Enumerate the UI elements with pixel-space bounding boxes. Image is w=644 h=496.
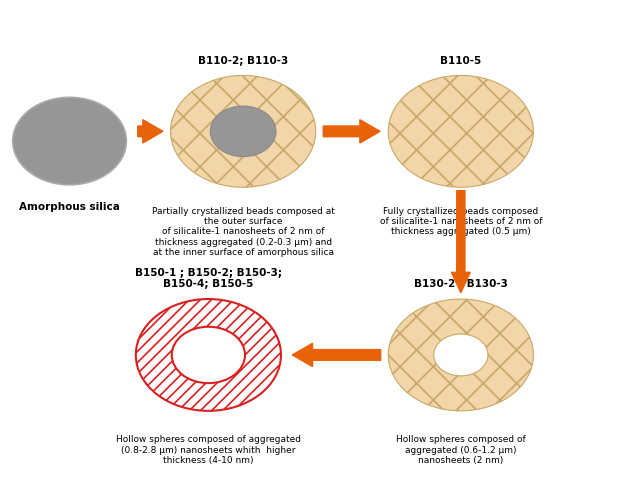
Circle shape — [388, 75, 533, 187]
Text: Amorphous silica: Amorphous silica — [19, 202, 120, 212]
Circle shape — [433, 334, 488, 376]
Text: Partially crystallized beads composed at
the outer surface
of silicalite-1 nanos: Partially crystallized beads composed at… — [152, 207, 334, 257]
Circle shape — [172, 327, 245, 383]
Text: Hollow spheres composed of
aggregated (0.6-1.2 μm)
nanosheets (2 nm): Hollow spheres composed of aggregated (0… — [396, 435, 526, 465]
FancyArrow shape — [292, 343, 381, 367]
FancyArrow shape — [138, 120, 163, 143]
Text: B110-2; B110-3: B110-2; B110-3 — [198, 56, 289, 65]
Text: B150-1 ; B150-2; B150-3;
B150-4; B150-5: B150-1 ; B150-2; B150-3; B150-4; B150-5 — [135, 268, 282, 289]
Text: Hollow spheres composed of aggregated
(0.8-2.8 μm) nanosheets whith  higher
thic: Hollow spheres composed of aggregated (0… — [116, 435, 301, 465]
Text: B130-2 ; B130-3: B130-2 ; B130-3 — [414, 279, 507, 289]
Circle shape — [136, 299, 281, 411]
FancyArrow shape — [451, 190, 470, 293]
FancyArrow shape — [323, 120, 380, 143]
Text: Fully crystallized beads composed
of silicalite-1 nanosheets of 2 nm of
thicknes: Fully crystallized beads composed of sil… — [379, 207, 542, 237]
Circle shape — [171, 75, 316, 187]
Circle shape — [388, 299, 533, 411]
Circle shape — [13, 97, 126, 185]
Text: B110-5: B110-5 — [440, 56, 482, 65]
Circle shape — [211, 106, 276, 157]
